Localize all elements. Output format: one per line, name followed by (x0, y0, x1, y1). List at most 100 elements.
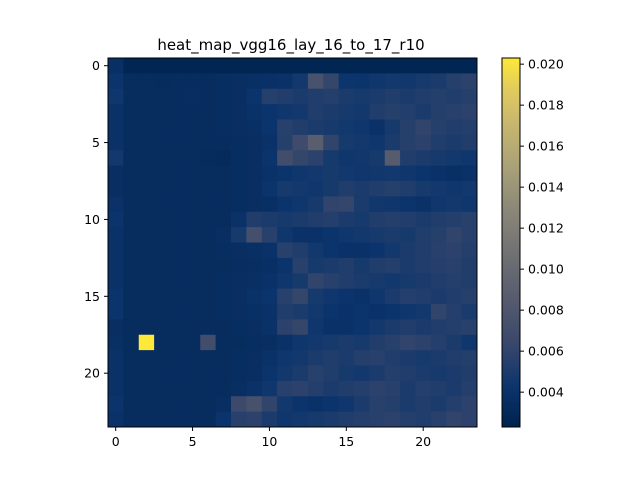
heatmap-cell (384, 227, 401, 243)
heatmap-cell (415, 273, 432, 290)
y-tick-label: 15 (84, 289, 100, 304)
heatmap-cell (246, 227, 263, 243)
heatmap-cell (415, 257, 432, 274)
heatmap-cell (169, 304, 186, 320)
heatmap-cell (461, 304, 478, 320)
heatmap-cell (338, 165, 355, 182)
heatmap-cell (169, 380, 186, 397)
heatmap-cell (138, 73, 155, 90)
heatmap-cell (354, 196, 370, 213)
heatmap-cell (292, 104, 309, 120)
heatmap-cell (354, 365, 370, 382)
heatmap-cell (415, 380, 432, 397)
heatmap-cell (430, 380, 447, 397)
heatmap-cell (108, 396, 124, 413)
heatmap-cell (430, 196, 447, 213)
heatmap-cell (400, 365, 416, 382)
heatmap-cell (338, 73, 355, 90)
heatmap-cell (169, 334, 186, 351)
heatmap-cell (231, 227, 247, 243)
heatmap-cell (446, 134, 463, 151)
heatmap-cell (415, 396, 432, 413)
heatmap-cell (369, 334, 386, 351)
heatmap-cell (123, 119, 140, 136)
heatmap-cell (400, 150, 416, 167)
heatmap-cell (307, 365, 324, 382)
heatmap-cell (461, 88, 478, 105)
heatmap-cell (215, 396, 232, 413)
heatmap-cell (415, 227, 432, 243)
heatmap-cell (246, 273, 263, 290)
heatmap-cell (415, 211, 432, 228)
colorbar-tick-label: 0.016 (528, 139, 564, 154)
heatmap-cell (277, 119, 293, 136)
heatmap-cell (169, 196, 186, 213)
heatmap-cell (430, 288, 447, 305)
heatmap-cell (461, 227, 478, 243)
heatmap-cell (277, 319, 293, 336)
heatmap-cell (430, 304, 447, 320)
heatmap-cell (261, 73, 278, 90)
heatmap-cell (430, 104, 447, 120)
heatmap-cell (430, 334, 447, 351)
heatmap-cell (246, 242, 263, 259)
heatmap-cell (446, 88, 463, 105)
heatmap-cell (338, 288, 355, 305)
heatmap-cell (108, 181, 124, 197)
heatmap-cell (215, 334, 232, 351)
heatmap-cell (400, 227, 416, 243)
heatmap-cell (430, 350, 447, 366)
y-tick-label: 10 (84, 212, 100, 227)
heatmap-cell (446, 380, 463, 397)
heatmap-cell (231, 304, 247, 320)
heatmap-cell (184, 396, 201, 413)
heatmap-cell (430, 88, 447, 105)
heatmap-cell (138, 257, 155, 274)
heatmap-cell (231, 380, 247, 397)
heatmap-cell (430, 396, 447, 413)
heatmap-cell (154, 104, 170, 120)
heatmap-cell (261, 88, 278, 105)
heatmap-cell (338, 273, 355, 290)
heatmap-cell (246, 134, 263, 151)
heatmap-cell (338, 334, 355, 351)
heatmap-cell (154, 165, 170, 182)
heatmap-cell (138, 396, 155, 413)
heatmap-cell (384, 181, 401, 197)
heatmap-cell (200, 288, 217, 305)
heatmap-cell (369, 242, 386, 259)
heatmap-cell (369, 181, 386, 197)
x-tick-label: 15 (338, 434, 354, 449)
heatmap-cell (123, 396, 140, 413)
heatmap-cell (200, 304, 217, 320)
heatmap-cell (108, 165, 124, 182)
heatmap-cell (446, 196, 463, 213)
heatmap-cell (400, 380, 416, 397)
heatmap-cell (200, 273, 217, 290)
heatmap-cell (277, 350, 293, 366)
heatmap-cell (415, 304, 432, 320)
heatmap-cell (277, 227, 293, 243)
heatmap-cell (415, 134, 432, 151)
heatmap-cell (307, 58, 324, 74)
heatmap-cell (108, 150, 124, 167)
heatmap-cell (138, 88, 155, 105)
heatmap-cell (215, 211, 232, 228)
heatmap-cell (446, 334, 463, 351)
heatmap-cell (323, 58, 340, 74)
heatmap-cell (446, 350, 463, 366)
heatmap-cell (384, 104, 401, 120)
heatmap-cell (123, 73, 140, 90)
heatmap-cell (430, 242, 447, 259)
heatmap-cell (169, 319, 186, 336)
heatmap-cell (277, 58, 293, 74)
heatmap-cell (400, 288, 416, 305)
heatmap-cell (400, 396, 416, 413)
heatmap-cell (354, 334, 370, 351)
heatmap-cell (261, 273, 278, 290)
heatmap-cell (108, 134, 124, 151)
heatmap-cell (200, 165, 217, 182)
heatmap-cell (446, 396, 463, 413)
heatmap-cell (338, 319, 355, 336)
heatmap-cell (323, 257, 340, 274)
